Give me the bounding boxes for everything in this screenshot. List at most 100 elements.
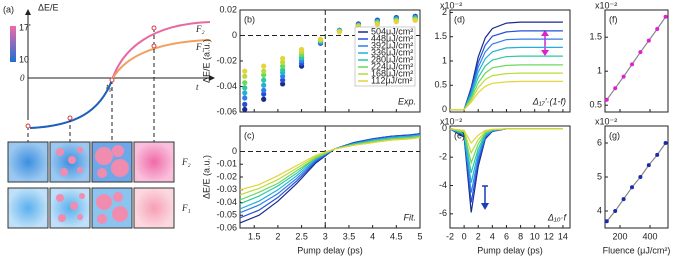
point <box>621 74 626 79</box>
line <box>449 128 563 183</box>
domains <box>56 145 129 224</box>
colorbar-label: 17' <box>19 22 31 32</box>
y-tick-label: -0.05 <box>216 210 237 220</box>
legend-label: 448μJ/cm² <box>371 33 413 43</box>
y-tick-label: -0.04 <box>216 197 237 207</box>
y-tick-label: 1 <box>442 55 447 65</box>
point <box>261 72 267 78</box>
y-tick-label: -0.02 <box>216 171 237 181</box>
row-label: F₂ <box>181 157 191 167</box>
curve-label: F₁ <box>195 42 205 52</box>
schematic: (a) ΔE/E 17' 10 0 t₀ t F₂ F₁ F₂ F₁ <box>3 2 215 229</box>
point <box>412 17 418 23</box>
point <box>242 73 248 79</box>
line <box>449 128 563 145</box>
y-tick-label: -0.02 <box>216 55 237 65</box>
origin-label: 0 <box>20 73 25 83</box>
arrow-head <box>541 30 549 56</box>
y-tick-label: -6 <box>439 208 447 218</box>
y-tick-label: 1 <box>597 66 602 76</box>
point <box>280 67 286 73</box>
colorbar-label: 10 <box>19 54 29 64</box>
legend-label: 280μJ/cm² <box>371 54 413 64</box>
point <box>298 46 305 53</box>
point <box>655 27 660 32</box>
point <box>604 97 609 102</box>
y-tick-label: 0 <box>232 30 237 40</box>
point <box>242 95 248 101</box>
boxes <box>7 141 175 229</box>
x-tick-label: 5 <box>417 231 422 241</box>
x-axis-label: Fluence (μJ/cm²) <box>603 245 671 255</box>
y-tick-label: 1.5 <box>589 32 602 42</box>
point <box>261 68 267 74</box>
x-tick-label: 3 <box>323 231 328 241</box>
legend-box <box>354 26 416 87</box>
point <box>613 86 618 91</box>
panel-label: (b) <box>244 14 255 24</box>
panel-label: (a) <box>3 4 14 14</box>
x-axis-label: Pump delay (ps) <box>297 245 363 255</box>
point <box>638 50 643 55</box>
panel-label: (e) <box>454 130 465 140</box>
x-tick-label: 12 <box>544 231 554 241</box>
y-tick-label: 6 <box>597 137 602 147</box>
x-tick-label: 3.5 <box>343 231 356 241</box>
point <box>261 77 267 83</box>
y-tick-label: -0.06 <box>216 222 237 232</box>
point <box>630 62 634 67</box>
y-tick-label: 4 <box>597 205 602 215</box>
line <box>606 16 667 101</box>
point <box>280 81 286 87</box>
line <box>239 136 421 191</box>
point <box>613 209 618 213</box>
y-tick-label: -0.04 <box>216 81 237 91</box>
point <box>621 197 626 202</box>
line <box>450 80 563 111</box>
legend-label: 112μJ/cm² <box>371 75 413 85</box>
point <box>630 185 634 190</box>
x-tick-label: 2.5 <box>295 231 308 241</box>
x-tick-label: 4.5 <box>390 231 403 241</box>
y-tick-label: -0.06 <box>216 106 237 116</box>
point <box>280 73 286 79</box>
point <box>646 38 651 43</box>
point <box>242 101 248 107</box>
point <box>646 163 651 168</box>
point <box>280 77 286 83</box>
curve <box>29 79 113 129</box>
line <box>239 134 421 214</box>
x-tick-label: 1.5 <box>248 231 261 241</box>
markers <box>25 25 157 129</box>
guides <box>27 28 155 142</box>
legend-label: 224μJ/cm² <box>371 61 413 71</box>
legend-label: 504μJ/cm² <box>371 26 413 36</box>
x-tick-label: 4 <box>490 231 495 241</box>
y-axis-label: ΔE/E (a.u.) <box>201 155 211 199</box>
point <box>280 55 286 62</box>
curve <box>111 21 211 81</box>
point <box>374 21 380 27</box>
line <box>450 72 563 111</box>
point <box>261 82 267 88</box>
line <box>450 64 563 111</box>
line <box>239 135 421 201</box>
point <box>261 96 267 102</box>
legend-label: 392μJ/cm² <box>371 40 413 50</box>
x-tick-label: 8 <box>518 231 523 241</box>
row-label: F₁ <box>181 203 191 213</box>
x-tick-label: 400 <box>642 231 657 241</box>
point <box>280 59 286 65</box>
point <box>663 141 668 145</box>
x-tick-label: -2 <box>446 231 454 241</box>
x-tick-label: 2 <box>275 231 280 241</box>
x-tick-label: 0 <box>462 231 467 241</box>
y-tick-label: 2 <box>442 7 447 17</box>
y-tick-label: 0.5 <box>589 100 602 110</box>
y-tick-label: -4 <box>439 180 447 190</box>
t-label: t <box>196 82 199 92</box>
x-axis-label: Pump delay (ps) <box>477 245 543 255</box>
x-tick-label: 6 <box>504 231 509 241</box>
y-tick-label: 1.5 <box>434 31 447 41</box>
